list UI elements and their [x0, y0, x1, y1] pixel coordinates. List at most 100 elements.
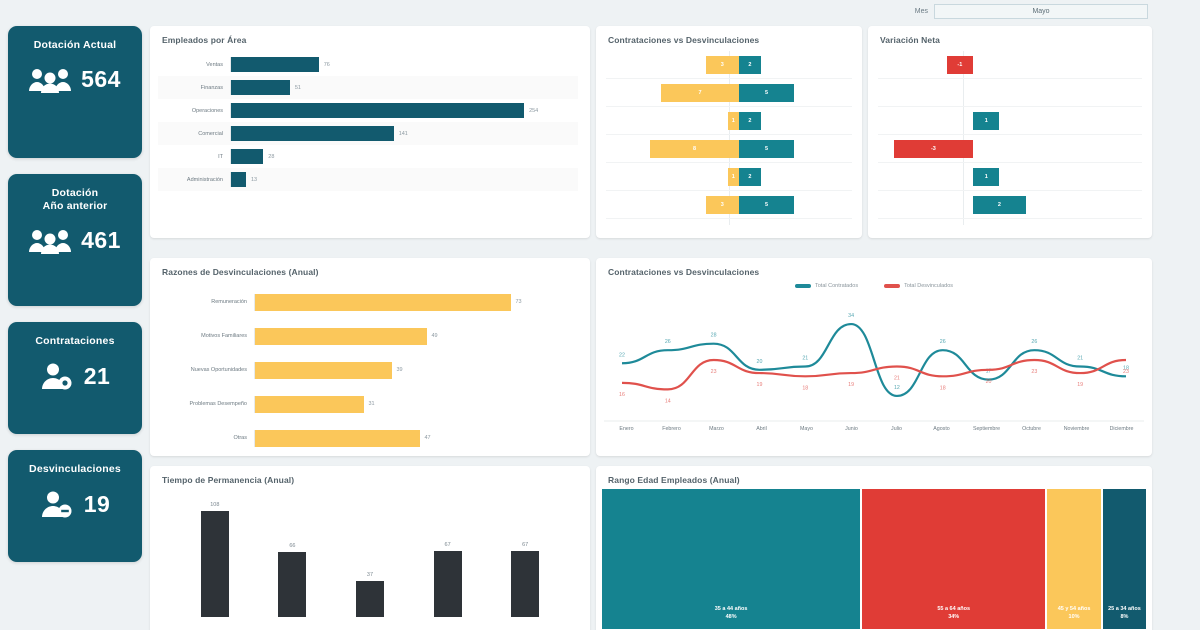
treemap-tile-label: 45 y 54 años [1057, 605, 1091, 612]
kpi-card-dotacion-ano-anterior[interactable]: Dotación Año anterior 461 [8, 174, 142, 306]
data-point-label: 26 [1031, 339, 1037, 345]
bar-segment-right[interactable]: 2 [738, 167, 761, 186]
data-point-label: 20 [757, 359, 763, 365]
x-axis-tick-label: Agosto [933, 426, 950, 432]
kpi-title: Contrataciones [35, 335, 115, 347]
bar-segment-right[interactable]: 5 [738, 83, 795, 102]
kpi-card-dotacion-actual[interactable]: Dotación Actual 564 [8, 26, 142, 158]
bar-segment-positive[interactable]: 2 [973, 195, 1026, 214]
card-tiempo-permanencia: Tiempo de Permanencia (Anual) 108 66 37 67 6… [150, 466, 590, 630]
data-point-label: 19 [848, 382, 854, 388]
data-point-label: 16 [619, 392, 625, 398]
bar[interactable] [231, 57, 319, 72]
x-axis-tick-label: Noviembre [1063, 426, 1090, 432]
bar[interactable] [255, 327, 427, 345]
column-bar[interactable] [200, 510, 229, 617]
card-rango-edad-empleados: Rango Edad Empleados (Anual) 35 a 44 año… [596, 466, 1152, 630]
bar-segment-negative[interactable]: -3 [893, 139, 974, 158]
legend-item[interactable]: Total Desvinculados [884, 283, 953, 289]
bar-track: 141 [230, 126, 578, 141]
column-bar[interactable] [433, 551, 462, 617]
group-people-icon [29, 228, 72, 254]
card-contrataciones-vs-desvinculaciones-anual: Contrataciones vs Desvinculaciones Total… [596, 258, 1152, 456]
bar-segment-right[interactable]: 5 [738, 139, 795, 158]
column-bar[interactable] [511, 551, 540, 617]
treemap-tile[interactable]: 25 a 34 años 8% [1102, 489, 1146, 629]
bar-value-label: 49 [431, 333, 438, 339]
data-point-label: 20 [986, 379, 992, 385]
bar[interactable] [231, 126, 394, 141]
column-bar[interactable] [355, 580, 384, 617]
bar-segment-left[interactable]: 7 [661, 83, 739, 102]
treemap-tile[interactable]: 55 a 64 años 34% [862, 489, 1046, 629]
column-wrapper: 67 [503, 542, 547, 617]
bar-row: Problemas Desempeño 31 [158, 387, 578, 421]
line-series [621, 358, 1127, 391]
bar-segment-positive[interactable]: 1 [973, 111, 1000, 130]
column-wrapper: 66 [270, 543, 314, 617]
x-axis-tick-label: Octubre [1022, 426, 1041, 432]
column-value-label: 37 [366, 571, 374, 578]
bar[interactable] [255, 361, 392, 379]
bar[interactable] [255, 395, 364, 413]
bar-segment-right[interactable]: 2 [738, 111, 761, 130]
bar-row: Operaciones 254 [158, 99, 578, 122]
bar-segment-positive[interactable]: 1 [973, 167, 1000, 186]
bar-value-label: 39 [396, 367, 403, 373]
column-value-label: 66 [289, 543, 296, 550]
bar-segment-left[interactable]: 1 [727, 111, 739, 130]
bar-segment-right[interactable]: 5 [738, 195, 795, 214]
bar[interactable] [255, 293, 511, 311]
data-point-label: 21 [894, 376, 900, 382]
bar-segment-left[interactable]: 8 [650, 139, 739, 158]
diverging-bar-row: 1 [878, 163, 1142, 191]
line-series [621, 322, 1127, 398]
bar[interactable] [255, 429, 420, 447]
bar-segment-left[interactable]: 3 [705, 195, 739, 214]
x-axis-tick-label: Mayo [800, 426, 813, 432]
bar-segment-left[interactable]: 1 [727, 167, 739, 186]
treemap-tile-percent: 48% [725, 613, 737, 620]
bar-segment-right[interactable]: 2 [738, 55, 761, 74]
bar[interactable] [231, 172, 246, 187]
x-axis-tick-label: Julio [891, 426, 902, 432]
data-point-label: 18 [1123, 365, 1129, 371]
kpi-card-contrataciones[interactable]: Contrataciones 21 [8, 322, 142, 434]
bar[interactable] [231, 149, 264, 164]
bar-category-label: Otras [233, 435, 247, 441]
data-point-label: 17 [986, 369, 992, 375]
bar-category-label: Operaciones [191, 107, 223, 114]
person-add-icon [40, 362, 74, 390]
bar-track: 254 [230, 103, 578, 118]
treemap-tile[interactable]: 45 y 54 años 10% [1047, 489, 1101, 629]
month-filter-select[interactable]: Mayo [934, 3, 1148, 19]
data-point-label: 23 [1123, 369, 1129, 375]
card-title: Contrataciones vs Desvinculaciones [608, 267, 760, 277]
column-value-label: 108 [210, 501, 220, 508]
card-title: Razones de Desvinculaciones (Anual) [162, 267, 319, 277]
bar-row: Motivos Familiares 49 [158, 319, 578, 353]
column-wrapper: 108 [193, 502, 237, 617]
bar-track: 73 [254, 293, 578, 311]
bar-row: Comercial 141 [158, 122, 578, 145]
bar-category-label: Ventas [206, 61, 223, 68]
bar-category-label: IT [218, 153, 223, 160]
data-point-label: 34 [848, 313, 854, 319]
bar[interactable] [231, 103, 525, 118]
month-filter-group: Mes Mayo [915, 3, 1148, 19]
treemap-tile[interactable]: 35 a 44 años 48% [602, 489, 861, 629]
bar-row: Administración 13 [158, 168, 578, 191]
bar[interactable] [231, 80, 290, 95]
kpi-title-line2: Año anterior [42, 200, 108, 213]
kpi-value: 564 [81, 66, 121, 93]
bar-segment-negative[interactable]: -1 [946, 55, 974, 74]
zero-axis [963, 51, 965, 225]
bar-segment-left[interactable]: 3 [705, 55, 739, 74]
kpi-card-desvinculaciones[interactable]: Desvinculaciones 19 [8, 450, 142, 562]
legend-item[interactable]: Total Contratados [794, 283, 858, 289]
legend-label: Total Desvinculados [904, 283, 954, 289]
column-bar[interactable] [278, 552, 307, 617]
bar-category-label: Nuevas Oportunidades [190, 367, 247, 373]
